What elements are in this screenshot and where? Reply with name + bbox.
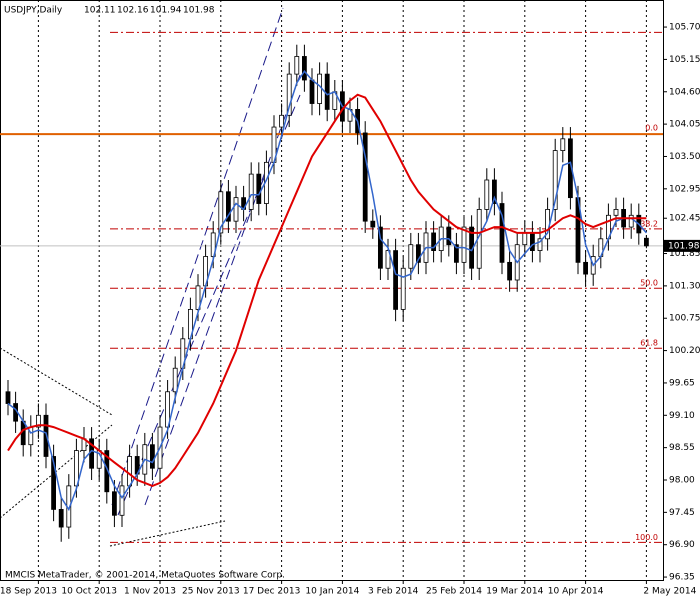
candle-body xyxy=(400,267,406,310)
y-tick-label: 96.90 xyxy=(669,540,695,550)
candle-body xyxy=(461,226,467,263)
candle-body xyxy=(484,179,490,210)
fibo-label: 50.0 xyxy=(640,279,658,288)
candle-body xyxy=(5,391,11,404)
title-ohlc: 102.16 xyxy=(117,6,149,16)
price-box-label: 101.98 xyxy=(668,241,700,251)
candle-body xyxy=(51,456,56,510)
candle-body xyxy=(491,179,497,204)
candle-body xyxy=(286,73,292,116)
candle-body xyxy=(628,214,634,228)
candle-body xyxy=(58,509,64,528)
fibo-label: 100.0 xyxy=(635,533,658,542)
candle-body xyxy=(248,173,254,210)
x-tick-label: 10 Jan 2014 xyxy=(305,587,359,597)
y-tick-label: 99.10 xyxy=(669,411,695,421)
candle-body xyxy=(370,220,376,228)
candle-body xyxy=(537,238,543,251)
candle-body xyxy=(301,56,307,81)
y-tick-label: 104.05 xyxy=(669,120,700,130)
candle-body xyxy=(644,237,649,247)
x-tick-label: 10 Oct 2013 xyxy=(61,587,117,597)
candle-body xyxy=(522,232,528,246)
candle-body xyxy=(119,485,125,516)
candle-body xyxy=(393,250,399,310)
candle-body xyxy=(408,244,414,269)
candle-body xyxy=(377,226,383,269)
y-tick-label: 100.75 xyxy=(669,314,700,324)
y-tick-label: 102.95 xyxy=(669,184,700,194)
y-tick-label: 104.60 xyxy=(669,87,700,97)
title-ohlc: 101.98 xyxy=(183,6,215,16)
candle-body xyxy=(294,56,300,75)
candle-body xyxy=(583,261,588,275)
x-tick-label: 25 Nov 2013 xyxy=(182,587,240,597)
candle-body xyxy=(530,232,535,251)
title-ohlc: 102.11 xyxy=(84,6,116,16)
fibo-label: 38.2 xyxy=(640,219,658,228)
footer: MMCIS MetaTrader, © 2001-2014, MetaQuote… xyxy=(5,571,285,581)
candle-body xyxy=(507,261,513,281)
price-box xyxy=(664,239,700,252)
title-ohlc: 101.94 xyxy=(150,6,182,16)
y-tick-label: 100.20 xyxy=(669,346,700,356)
x-tick-label: 1 Nov 2013 xyxy=(124,587,176,597)
candle-body xyxy=(453,244,459,263)
candle-body xyxy=(415,244,421,263)
fibo-label: 61.8 xyxy=(640,339,658,348)
candle-body xyxy=(309,79,315,104)
candle-body xyxy=(446,226,452,246)
y-tick-label: 97.45 xyxy=(669,508,695,518)
candle-body xyxy=(149,444,155,469)
y-tick-label: 105.70 xyxy=(669,23,700,33)
moving-average xyxy=(7,69,647,512)
candle-body xyxy=(431,232,437,251)
candle-body xyxy=(127,456,132,487)
candle-body xyxy=(613,209,619,216)
y-tick-label: 98.55 xyxy=(669,443,695,453)
candle-body xyxy=(36,414,41,428)
x-tick-label: 18 Sep 2013 xyxy=(0,587,57,597)
y-tick-label: 96.35 xyxy=(669,573,695,583)
plot-frame xyxy=(0,0,664,581)
x-tick-label: 10 Apr 2014 xyxy=(548,587,604,597)
candle-body xyxy=(225,191,231,222)
candle-body xyxy=(317,73,323,104)
candle-body xyxy=(256,173,262,204)
candle-body xyxy=(560,138,566,151)
candle-body xyxy=(279,114,285,128)
candle-body xyxy=(218,191,224,234)
x-tick-label: 3 Feb 2014 xyxy=(368,587,419,597)
y-tick-label: 101.30 xyxy=(669,281,700,291)
symbol: USDJPY,Daily xyxy=(4,6,63,16)
y-tick-label: 101.85 xyxy=(669,249,700,259)
level-label: 0.0 xyxy=(645,124,658,133)
y-tick-label: 105.15 xyxy=(669,55,700,65)
candle-body xyxy=(112,491,117,516)
y-tick-label: 99.65 xyxy=(669,378,695,388)
y-tick-label: 98.00 xyxy=(669,476,695,486)
x-tick-label: 25 Feb 2014 xyxy=(426,587,482,597)
candle-body xyxy=(385,250,391,269)
candle-body xyxy=(233,197,239,222)
moving-average xyxy=(7,93,647,487)
candle-body xyxy=(195,285,201,310)
y-tick-label: 102.45 xyxy=(669,214,700,224)
candle-body xyxy=(499,203,505,263)
x-tick-label: 2 May 2014 xyxy=(643,587,696,597)
candle-body xyxy=(172,367,178,393)
candle-body xyxy=(324,73,330,110)
x-tick-label: 17 Dec 2013 xyxy=(243,587,301,597)
candle-body xyxy=(552,150,558,210)
candle-body xyxy=(362,132,368,222)
y-tick-label: 103.50 xyxy=(669,152,700,162)
x-tick-label: 19 Mar 2014 xyxy=(486,587,543,597)
